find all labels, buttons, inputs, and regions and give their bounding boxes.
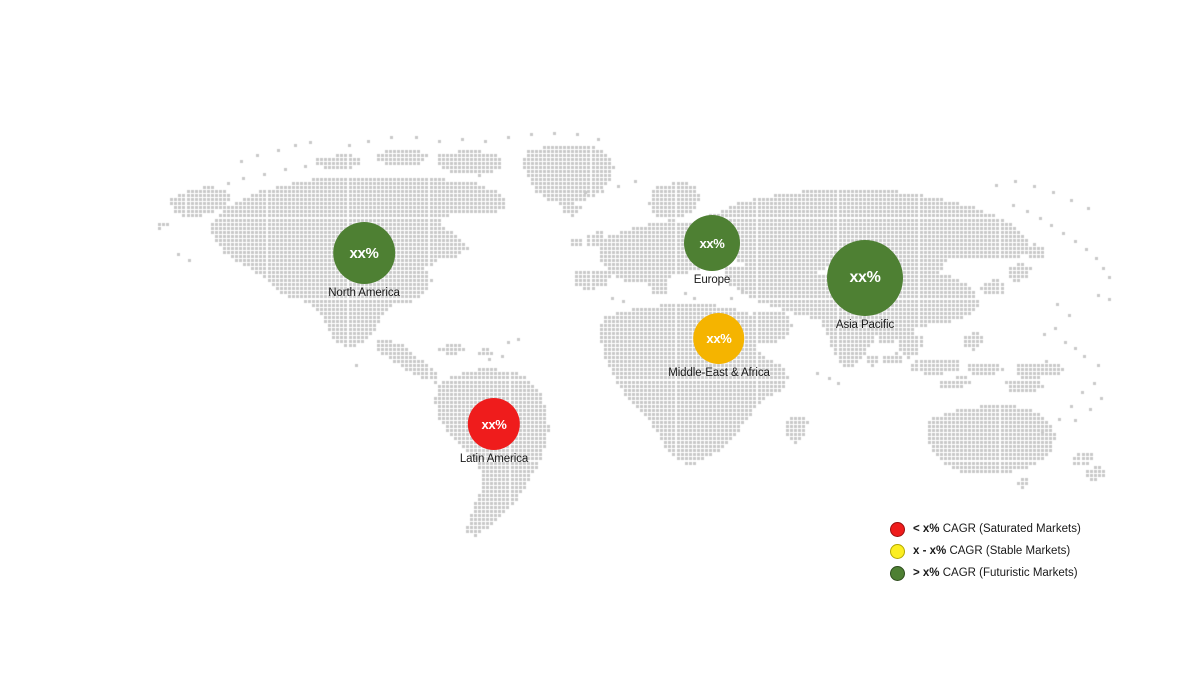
legend-threshold-stable: x - x% bbox=[913, 545, 947, 557]
legend-item-stable[interactable]: x - x% CAGR (Stable Markets) bbox=[890, 540, 1081, 562]
legend: < x% CAGR (Saturated Markets) x - x% CAGR… bbox=[890, 518, 1081, 584]
region-label-europe: Europe bbox=[693, 274, 731, 286]
region-value-latin-america: xx% bbox=[481, 416, 507, 432]
legend-swatch-futuristic-icon bbox=[890, 565, 905, 581]
legend-threshold-saturated: < x% bbox=[913, 523, 940, 535]
region-value-europe: xx% bbox=[699, 235, 725, 251]
region-label-latin-america: Latin America bbox=[459, 453, 529, 465]
legend-label-stable: x - x% CAGR (Stable Markets) bbox=[913, 545, 1070, 557]
legend-swatch-saturated-icon bbox=[890, 521, 905, 537]
legend-description-saturated: CAGR (Saturated Markets) bbox=[939, 523, 1081, 535]
region-bubble-latin-america[interactable]: xx% Latin America bbox=[460, 398, 528, 465]
region-label-asia-pacific: Asia Pacific bbox=[835, 319, 895, 331]
legend-description-futuristic: CAGR (Futuristic Markets) bbox=[939, 567, 1078, 579]
region-bubble-europe[interactable]: xx% Europe bbox=[684, 215, 740, 286]
region-label-middle-east-africa: Middle-East & Africa bbox=[668, 366, 770, 379]
legend-label-saturated: < x% CAGR (Saturated Markets) bbox=[913, 523, 1081, 535]
region-circle-middle-east-africa[interactable]: xx% bbox=[693, 312, 745, 364]
legend-threshold-futuristic: > x% bbox=[913, 567, 940, 579]
region-value-north-america: xx% bbox=[349, 244, 379, 262]
legend-item-saturated[interactable]: < x% CAGR (Saturated Markets) bbox=[890, 518, 1081, 540]
region-value-middle-east-africa: xx% bbox=[706, 330, 732, 346]
region-circle-europe[interactable]: xx% bbox=[684, 215, 740, 271]
region-circle-north-america[interactable]: xx% bbox=[333, 222, 395, 284]
region-bubble-middle-east-africa[interactable]: xx% Middle-East & Africa bbox=[668, 312, 770, 379]
region-label-north-america: North America bbox=[328, 287, 400, 299]
legend-label-futuristic: > x% CAGR (Futuristic Markets) bbox=[913, 567, 1078, 579]
region-circle-latin-america[interactable]: xx% bbox=[468, 398, 520, 450]
region-circle-asia-pacific[interactable]: xx% bbox=[827, 240, 903, 316]
region-bubble-asia-pacific[interactable]: xx% Asia Pacific bbox=[827, 240, 903, 331]
legend-item-futuristic[interactable]: > x% CAGR (Futuristic Markets) bbox=[890, 562, 1081, 584]
legend-description-stable: CAGR (Stable Markets) bbox=[946, 545, 1071, 557]
region-value-asia-pacific: xx% bbox=[849, 269, 881, 286]
legend-swatch-stable-icon bbox=[890, 543, 905, 559]
region-bubble-north-america[interactable]: xx% North America bbox=[328, 222, 400, 299]
